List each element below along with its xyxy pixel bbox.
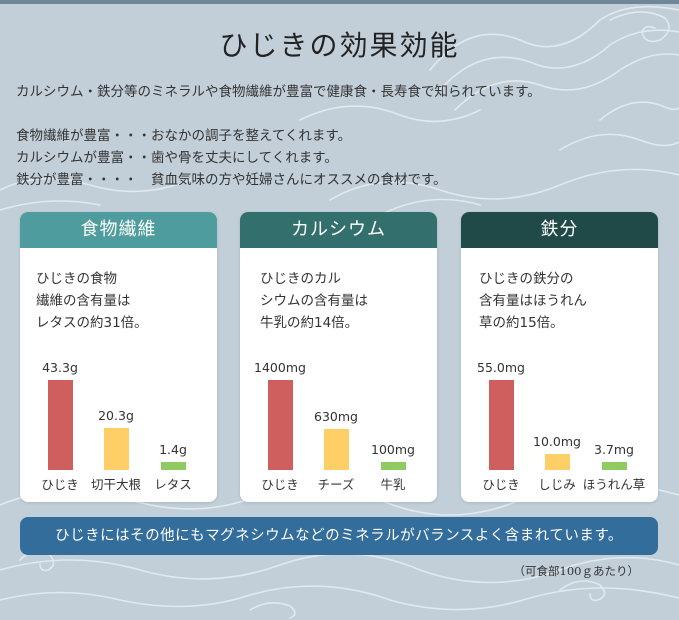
- bar-value-label: 3.7mg: [594, 442, 634, 457]
- card-description: ひじきの鉄分の 含有量はほうれん 草の約15倍。: [479, 268, 649, 334]
- bar-chart: 55.0mg ひじき 10.0mg しじみ 3.7mg ほうれん草: [461, 342, 658, 502]
- bar-value-label: 100mg: [371, 442, 415, 457]
- card-desc-line: 草の約15倍。: [479, 315, 564, 331]
- bar-value-label: 43.3g: [42, 360, 78, 375]
- benefit-calcium: カルシウムが豊富・・歯や骨を丈夫にしてくれます。: [16, 150, 338, 166]
- bar-牛乳: [380, 462, 406, 470]
- card-calcium: カルシウム ひじきのカル シウムの含有量は 牛乳の約14倍。 1400mg ひじき…: [240, 212, 437, 502]
- card-desc-line: 牛乳の約14倍。: [260, 315, 359, 331]
- benefit-fiber: 食物繊維が豊富・・・おなかの調子を整えてくれます。: [16, 128, 352, 144]
- card-desc-line: 繊維の含有量は: [36, 293, 131, 309]
- bar-レタス: [160, 462, 186, 470]
- benefit-iron: 鉄分が豊富・・・・ 貧血気味の方や妊婦さんにオススメの食材です。: [16, 172, 447, 188]
- bar-value-label: 55.0mg: [477, 360, 525, 375]
- bar-ひじき: [47, 380, 73, 470]
- bar-value-label: 630mg: [314, 409, 358, 424]
- bar-value-label: 10.0mg: [533, 434, 581, 449]
- card-description: ひじきの食物 繊維の含有量は レタスの約31倍。: [36, 268, 206, 334]
- bar-chart: 43.3g ひじき 20.3g 切干大根 1.4g レタス: [20, 342, 217, 502]
- bar-しじみ: [544, 454, 570, 470]
- bar-category-label: ひじき: [482, 477, 520, 492]
- bar-category-label: ひじき: [41, 477, 79, 492]
- intro-text: カルシウム・鉄分等のミネラルや食物繊維が豊富で健康食・長寿食で知られています。: [16, 84, 541, 100]
- bar-切干大根: [103, 428, 129, 470]
- card-description: ひじきのカル シウムの含有量は 牛乳の約14倍。: [260, 268, 430, 334]
- card-desc-line: ひじきの食物: [36, 271, 117, 287]
- card-header-fiber: 食物繊維: [20, 212, 217, 248]
- bar-category-label: 切干大根: [90, 477, 141, 492]
- bar-ほうれん草: [601, 462, 627, 470]
- card-desc-line: レタスの約31倍。: [36, 315, 148, 331]
- bar-value-label: 1400mg: [254, 360, 306, 375]
- bar-category-label: レタス: [154, 477, 192, 492]
- card-fiber: 食物繊維 ひじきの食物 繊維の含有量は レタスの約31倍。 43.3g ひじき 20…: [20, 212, 217, 502]
- serving-note: （可食部100ｇあたり）: [513, 564, 639, 578]
- bar-value-label: 20.3g: [98, 408, 134, 423]
- minerals-banner: ひじきにはその他にもマグネシウムなどのミネラルがバランスよく含まれています。: [20, 517, 658, 555]
- bar-category-label: ひじき: [261, 477, 299, 492]
- card-desc-line: ひじきのカル: [260, 271, 341, 287]
- page-title: ひじきの効果効能: [219, 29, 460, 62]
- card-desc-line: シウムの含有量は: [260, 293, 368, 309]
- card-desc-line: ひじきの鉄分の: [479, 271, 574, 287]
- bar-ひじき: [488, 380, 514, 470]
- bar-value-label: 1.4g: [159, 442, 187, 457]
- bar-category-label: しじみ: [538, 477, 576, 492]
- bar-chart: 1400mg ひじき 630mg チーズ 100mg 牛乳: [240, 342, 437, 502]
- card-header-iron: 鉄分: [461, 212, 658, 248]
- card-desc-line: 含有量はほうれん: [479, 293, 587, 309]
- bar-チーズ: [323, 429, 349, 470]
- bar-ひじき: [267, 380, 293, 470]
- bar-category-label: 牛乳: [380, 477, 406, 492]
- bar-category-label: ほうれん草: [582, 477, 646, 492]
- card-iron: 鉄分 ひじきの鉄分の 含有量はほうれん 草の約15倍。 55.0mg ひじき 10.…: [461, 212, 658, 502]
- card-header-calcium: カルシウム: [240, 212, 437, 248]
- bar-category-label: チーズ: [317, 477, 355, 492]
